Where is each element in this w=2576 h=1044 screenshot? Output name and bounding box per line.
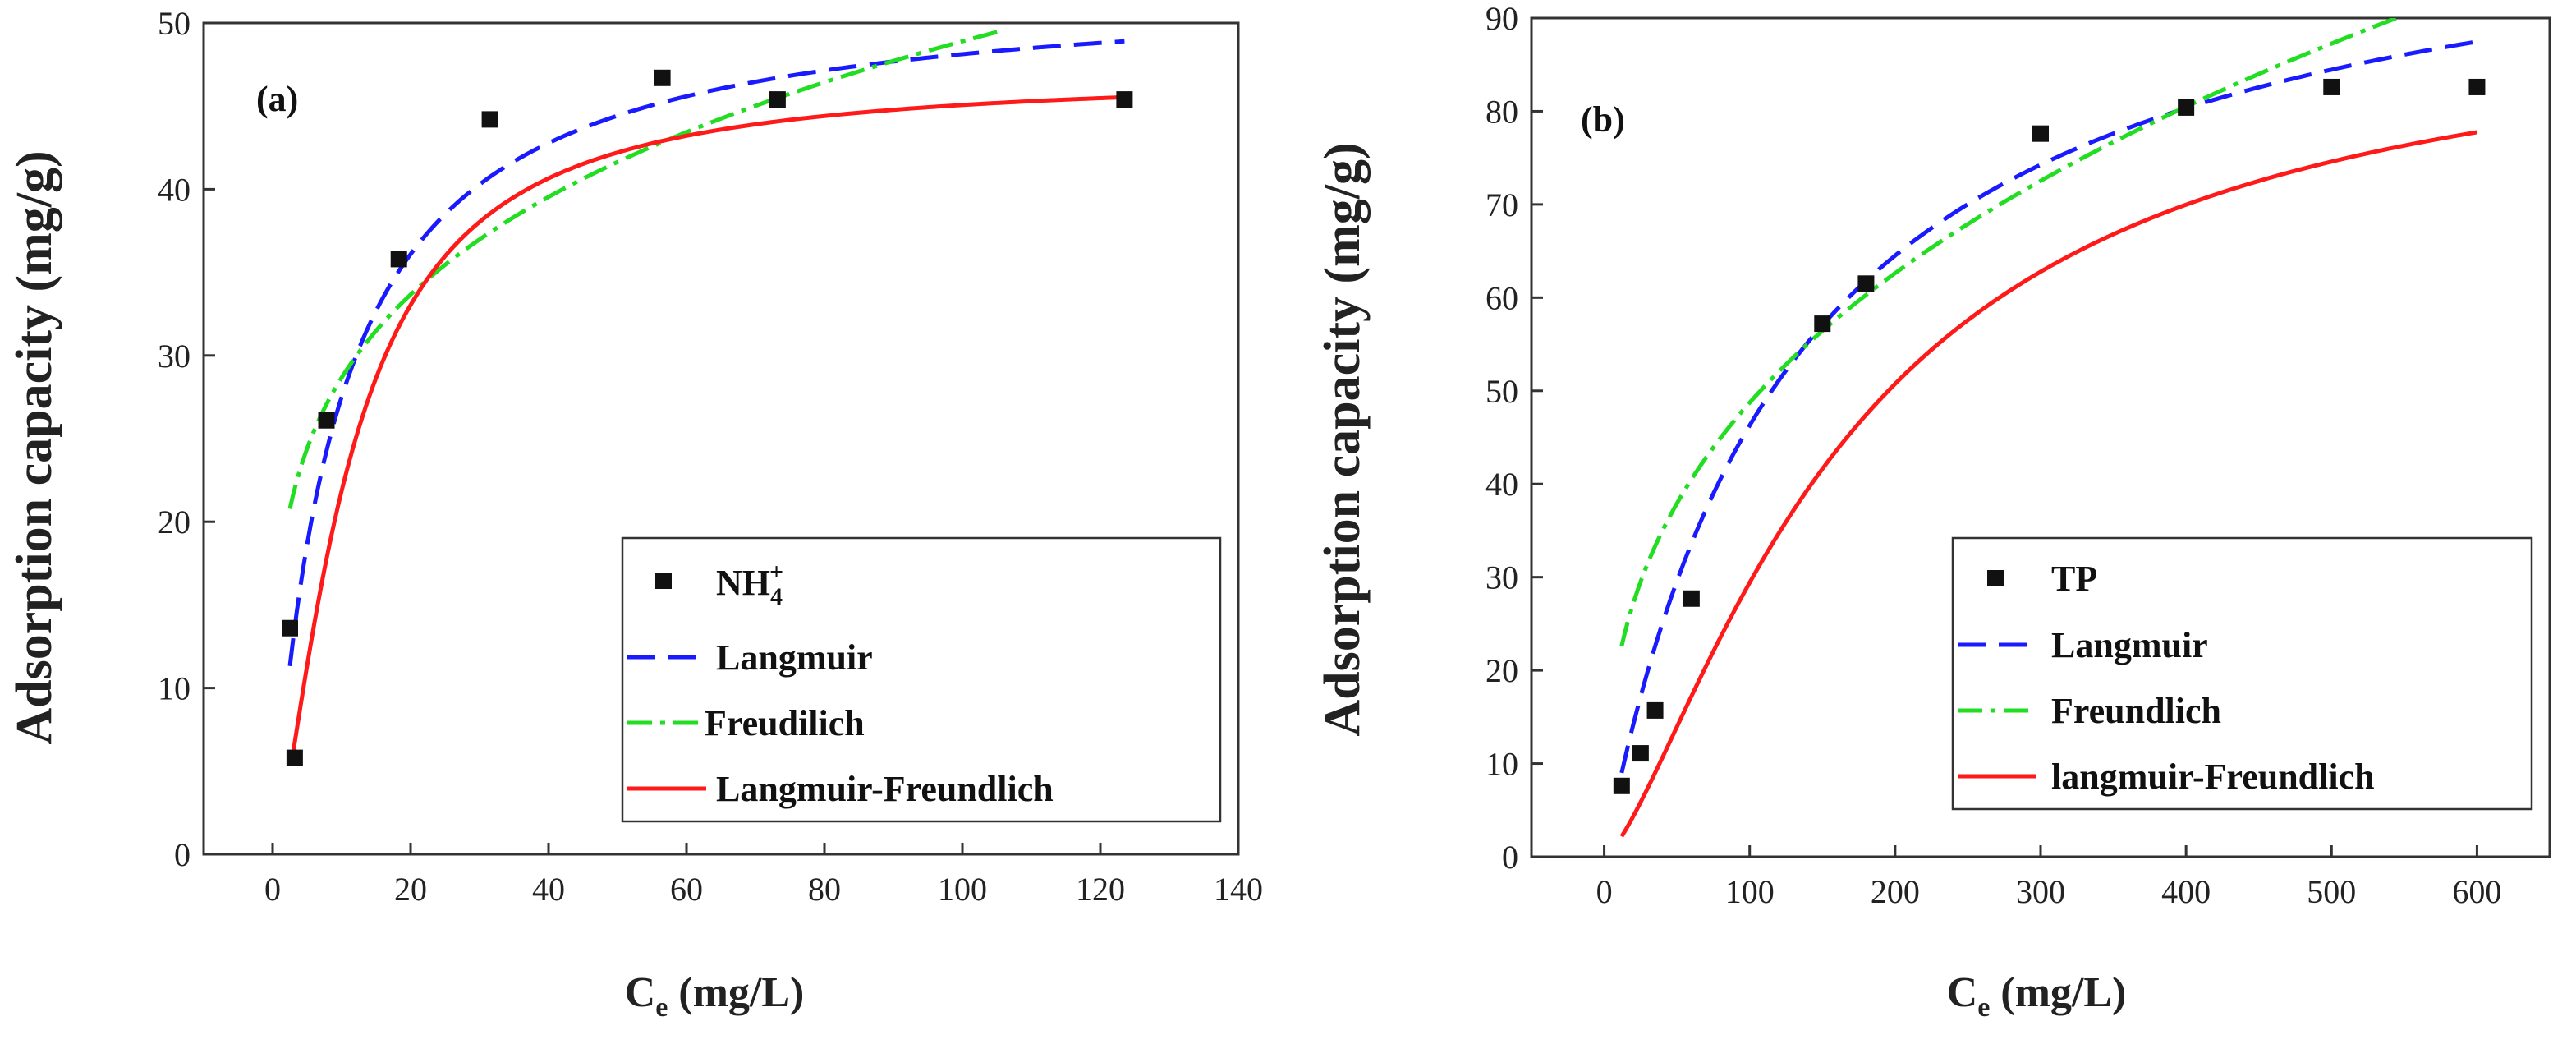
chart-a-data-point <box>481 111 498 128</box>
chart-a-legend-label-sips: Langmuir-Freundlich <box>716 769 1054 809</box>
chart-b-legend-label-points: TP <box>2051 559 2097 599</box>
chart-b-legend: TP Langmuir Freundlich langmuir-Freundli… <box>1951 536 2533 811</box>
chart-b-data-point <box>2468 78 2486 95</box>
chart-b-xtick-label: 500 <box>2307 873 2356 910</box>
chart-b-xtick-label: 100 <box>1725 873 1775 910</box>
chart-b-ytick-label: 90 <box>1485 0 1518 37</box>
chart-b-ytick-label: 20 <box>1485 652 1518 689</box>
chart-b-data-point <box>1632 745 1649 762</box>
chart-a: Adsorption capacity (mg/g) Ce (mg/L) 0 20… <box>7 5 1263 1023</box>
chart-a-ytick-label: 50 <box>158 5 191 42</box>
chart-a-panel-label: (a) <box>256 79 298 119</box>
chart-a-xtick-label: 100 <box>938 871 987 908</box>
chart-a-data-point <box>1116 91 1133 108</box>
chart-a-ytick-label: 40 <box>158 171 191 208</box>
chart-a-line-freundlich <box>287 28 1005 509</box>
chart-a-xtick-label: 40 <box>532 871 565 908</box>
chart-a-ytick-label: 0 <box>174 836 191 873</box>
chart-a-ylabel: Adsorption capacity (mg/g) <box>7 150 62 744</box>
chart-b-xtick-label: 300 <box>2016 873 2065 910</box>
chart-a-line-langmuir <box>287 39 1125 667</box>
chart-a-xtick-label: 0 <box>264 871 281 908</box>
chart-b-ytick-label: 80 <box>1485 93 1518 130</box>
chart-a-data-point <box>318 412 335 429</box>
chart-b-data-point <box>1646 701 1664 719</box>
chart-a-xtick-label: 20 <box>394 871 427 908</box>
chart-a-data-point <box>282 619 298 637</box>
chart-b: Adsorption capacity (mg/g) Ce (mg/L) 0 10… <box>1315 0 2551 1023</box>
chart-b-ytick-label: 40 <box>1485 466 1518 503</box>
chart-b-legend-marker <box>1987 570 2004 586</box>
chart-b-ytick-label: 60 <box>1485 279 1518 316</box>
chart-a-legend-marker <box>655 573 672 589</box>
chart-b-data-point <box>1857 275 1875 292</box>
chart-a-legend-label-freundlich: Freudilich <box>705 703 865 743</box>
chart-b-xlabel: Ce (mg/L) <box>1947 969 2127 1023</box>
chart-b-data-point <box>2323 78 2340 95</box>
chart-a-xtick-label: 140 <box>1214 871 1263 908</box>
chart-b-data-point <box>1814 315 1831 333</box>
chart-b-data-point <box>2178 99 2195 116</box>
chart-a-line-sips <box>291 94 1125 752</box>
chart-a-data-point <box>769 91 786 108</box>
chart-b-ytick-label: 50 <box>1485 373 1518 410</box>
chart-a-legend-label-langmuir: Langmuir <box>716 637 873 678</box>
chart-b-data-point <box>2032 125 2049 142</box>
chart-b-data-point <box>1683 590 1700 607</box>
chart-b-legend-label-sips: langmuir-Freundlich <box>2051 757 2375 797</box>
chart-b-xtick-label: 400 <box>2161 873 2211 910</box>
chart-a-xtick-label: 120 <box>1076 871 1125 908</box>
chart-b-xtick-label: 200 <box>1871 873 1920 910</box>
chart-b-line-sips <box>1619 130 2477 838</box>
chart-a-ytick-label: 30 <box>158 338 191 375</box>
chart-a-xtick-label: 80 <box>808 871 841 908</box>
chart-a-ytick-label: 10 <box>158 670 191 707</box>
chart-a-ytick-label: 20 <box>158 504 191 540</box>
chart-b-xtick-label: 600 <box>2452 873 2501 910</box>
chart-b-ytick-label: 0 <box>1502 839 1518 876</box>
chart-a-data-point <box>390 251 407 268</box>
chart-b-ytick-label: 30 <box>1485 559 1518 596</box>
chart-b-ytick-label: 10 <box>1485 746 1518 783</box>
chart-a-legend-label-points: NH4+ <box>716 559 783 610</box>
chart-b-data-point <box>1613 777 1630 794</box>
chart-a-data-point <box>654 69 671 86</box>
chart-b-legend-label-langmuir: Langmuir <box>2051 625 2208 665</box>
chart-a-data-point <box>286 749 303 766</box>
chart-a-plot-frame <box>202 21 1240 856</box>
chart-b-line-freundlich <box>1619 18 2403 646</box>
chart-a-legend: NH4+ Langmuir Freudilich Langmuir-Freund… <box>621 536 1222 823</box>
chart-b-ytick-label: 70 <box>1485 186 1518 223</box>
chart-b-xtick-label: 0 <box>1596 873 1613 910</box>
chart-b-legend-label-freundlich: Freundlich <box>2051 691 2221 731</box>
chart-a-xtick-label: 60 <box>670 871 703 908</box>
chart-b-ylabel: Adsorption capacity (mg/g) <box>1315 142 1371 736</box>
chart-b-panel-label: (b) <box>1581 99 1625 140</box>
chart-a-xlabel: Ce (mg/L) <box>625 969 805 1023</box>
chart-b-line-langmuir <box>1619 39 2477 774</box>
